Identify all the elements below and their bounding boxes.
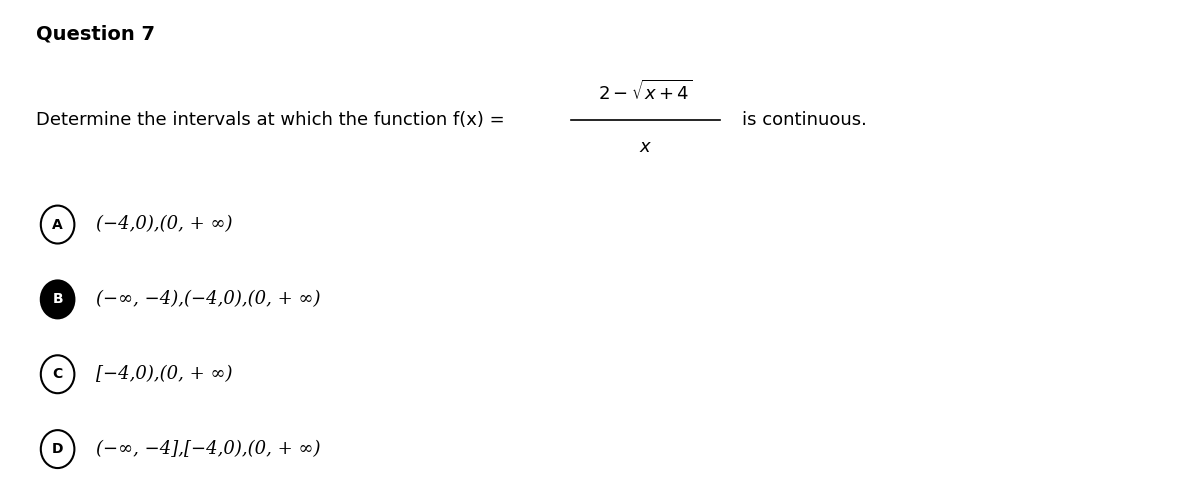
Text: D: D bbox=[52, 442, 64, 456]
Text: C: C bbox=[53, 367, 62, 381]
Text: (−∞, −4],[−4,0),(0, + ∞): (−∞, −4],[−4,0),(0, + ∞) bbox=[96, 440, 320, 458]
Text: Question 7: Question 7 bbox=[36, 25, 155, 44]
Text: Determine the intervals at which the function f(x) =: Determine the intervals at which the fun… bbox=[36, 111, 505, 129]
Text: $x$: $x$ bbox=[638, 138, 653, 156]
Text: (−4,0),(0, + ∞): (−4,0),(0, + ∞) bbox=[96, 216, 233, 234]
Text: [−4,0),(0, + ∞): [−4,0),(0, + ∞) bbox=[96, 365, 233, 383]
Text: is continuous.: is continuous. bbox=[742, 111, 866, 129]
Text: B: B bbox=[53, 292, 62, 306]
Text: $2-\sqrt{x+4}$: $2-\sqrt{x+4}$ bbox=[599, 80, 692, 104]
Ellipse shape bbox=[41, 280, 74, 318]
Text: A: A bbox=[53, 218, 62, 232]
Text: (−∞, −4),(−4,0),(0, + ∞): (−∞, −4),(−4,0),(0, + ∞) bbox=[96, 290, 320, 308]
